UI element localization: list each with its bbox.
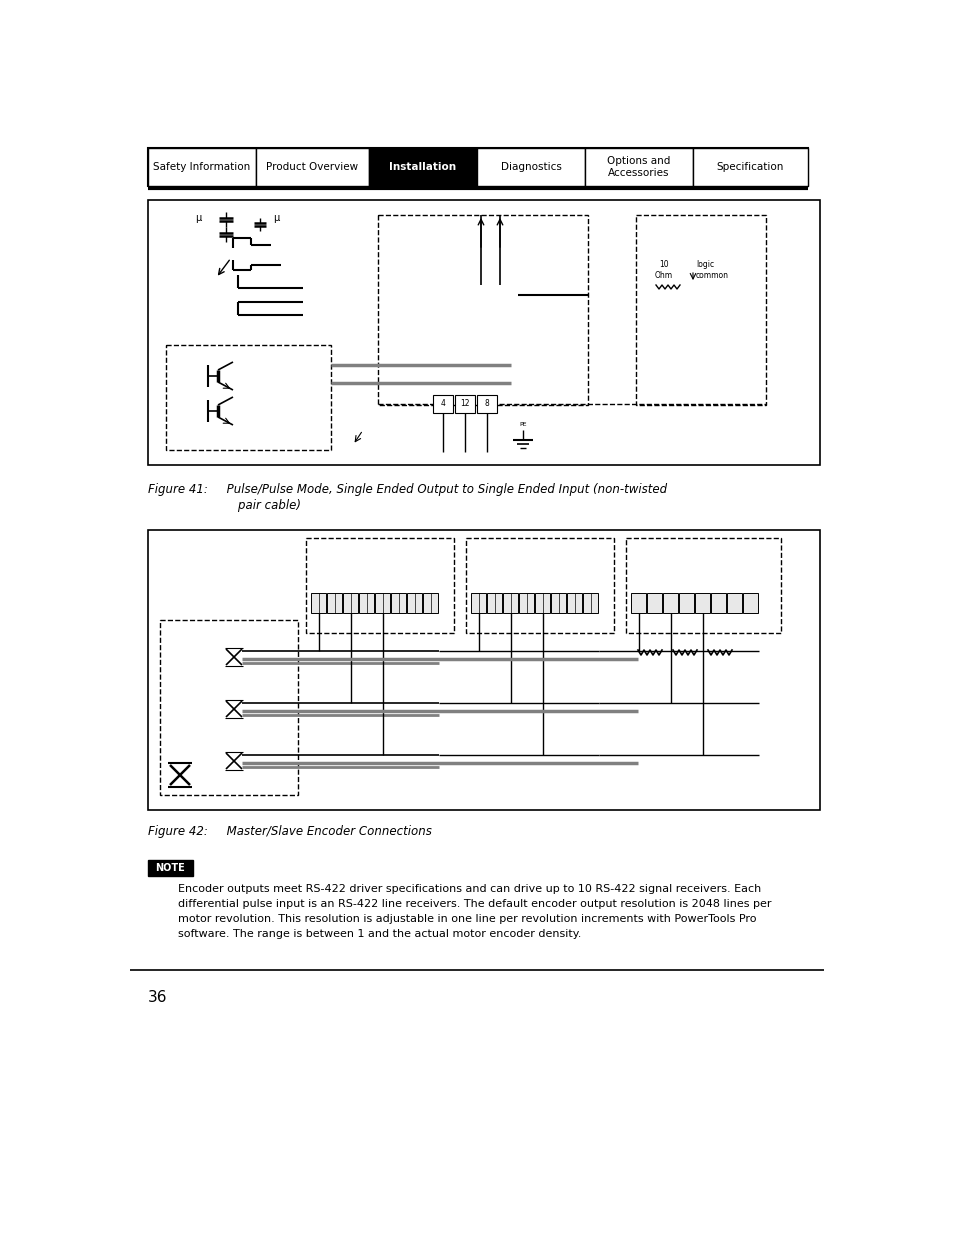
Bar [148,148,255,186]
Bar [625,538,781,634]
Bar [391,593,406,613]
Text: 8: 8 [484,399,489,409]
Bar [502,593,517,613]
Polygon shape [188,697,213,721]
Bar [358,593,374,613]
Text: motor revolution. This resolution is adjustable in one line per revolution incre: motor revolution. This resolution is adj… [178,914,756,924]
Circle shape [196,408,205,415]
Text: μ: μ [273,212,279,224]
Bar [646,593,661,613]
Polygon shape [188,645,213,669]
Bar [710,593,725,613]
Bar [148,530,820,810]
Text: 36: 36 [148,990,168,1005]
Ellipse shape [451,366,511,395]
Bar [476,148,584,186]
Text: Specification: Specification [716,162,783,172]
Bar [433,395,453,412]
Bar [726,593,741,613]
Bar [306,538,454,634]
Bar [535,593,550,613]
Polygon shape [188,748,213,773]
Text: 4: 4 [440,399,445,409]
Bar [160,620,297,795]
Text: Safety Information: Safety Information [153,162,251,172]
Bar [695,593,709,613]
Bar [486,593,501,613]
Text: μ: μ [194,212,201,224]
Text: logic
common: logic common [696,261,728,279]
Bar [375,593,390,613]
Text: Encoder outputs meet RS-422 driver specifications and can drive up to 10 RS-422 : Encoder outputs meet RS-422 driver speci… [178,884,760,894]
Text: Product Overview: Product Overview [266,162,358,172]
Text: 12: 12 [459,399,469,409]
Text: Diagnostics: Diagnostics [500,162,561,172]
Bar [422,593,437,613]
Bar [471,593,485,613]
Bar [566,593,581,613]
Bar [465,538,614,634]
Text: software. The range is between 1 and the actual motor encoder density.: software. The range is between 1 and the… [178,929,580,939]
Text: NOTE: NOTE [155,863,185,873]
Bar [551,593,565,613]
Bar [742,593,758,613]
Bar [455,395,475,412]
Bar [148,148,807,186]
Bar [630,593,645,613]
Bar [343,593,357,613]
Circle shape [196,372,205,380]
Bar [327,593,341,613]
Bar [636,215,765,405]
Circle shape [165,704,174,714]
Text: PE: PE [518,422,526,427]
Circle shape [165,756,174,766]
Text: Figure 41:     Pulse/Pulse Mode, Single Ended Output to Single Ended Input (non-: Figure 41: Pulse/Pulse Mode, Single Ende… [148,483,666,496]
Bar [662,593,678,613]
Bar [584,148,692,186]
Bar [369,148,476,186]
Bar [255,148,369,186]
Bar [166,345,331,450]
Bar [311,593,326,613]
Bar [476,395,497,412]
Text: pair cable): pair cable) [148,499,301,513]
Text: 10
Ohm: 10 Ohm [655,261,673,279]
Bar [148,200,820,466]
Bar [582,593,598,613]
Polygon shape [497,396,526,411]
Bar [518,593,534,613]
Bar [407,593,421,613]
Bar [148,860,193,876]
Bar [377,215,587,405]
Text: Installation: Installation [389,162,456,172]
Circle shape [165,652,174,662]
Bar [679,593,693,613]
Bar [692,148,807,186]
Text: Options and
Accessories: Options and Accessories [607,156,670,178]
Text: Figure 42:     Master/Slave Encoder Connections: Figure 42: Master/Slave Encoder Connecti… [148,825,432,839]
Text: differential pulse input is an RS-422 line receivers. The default encoder output: differential pulse input is an RS-422 li… [178,899,771,909]
